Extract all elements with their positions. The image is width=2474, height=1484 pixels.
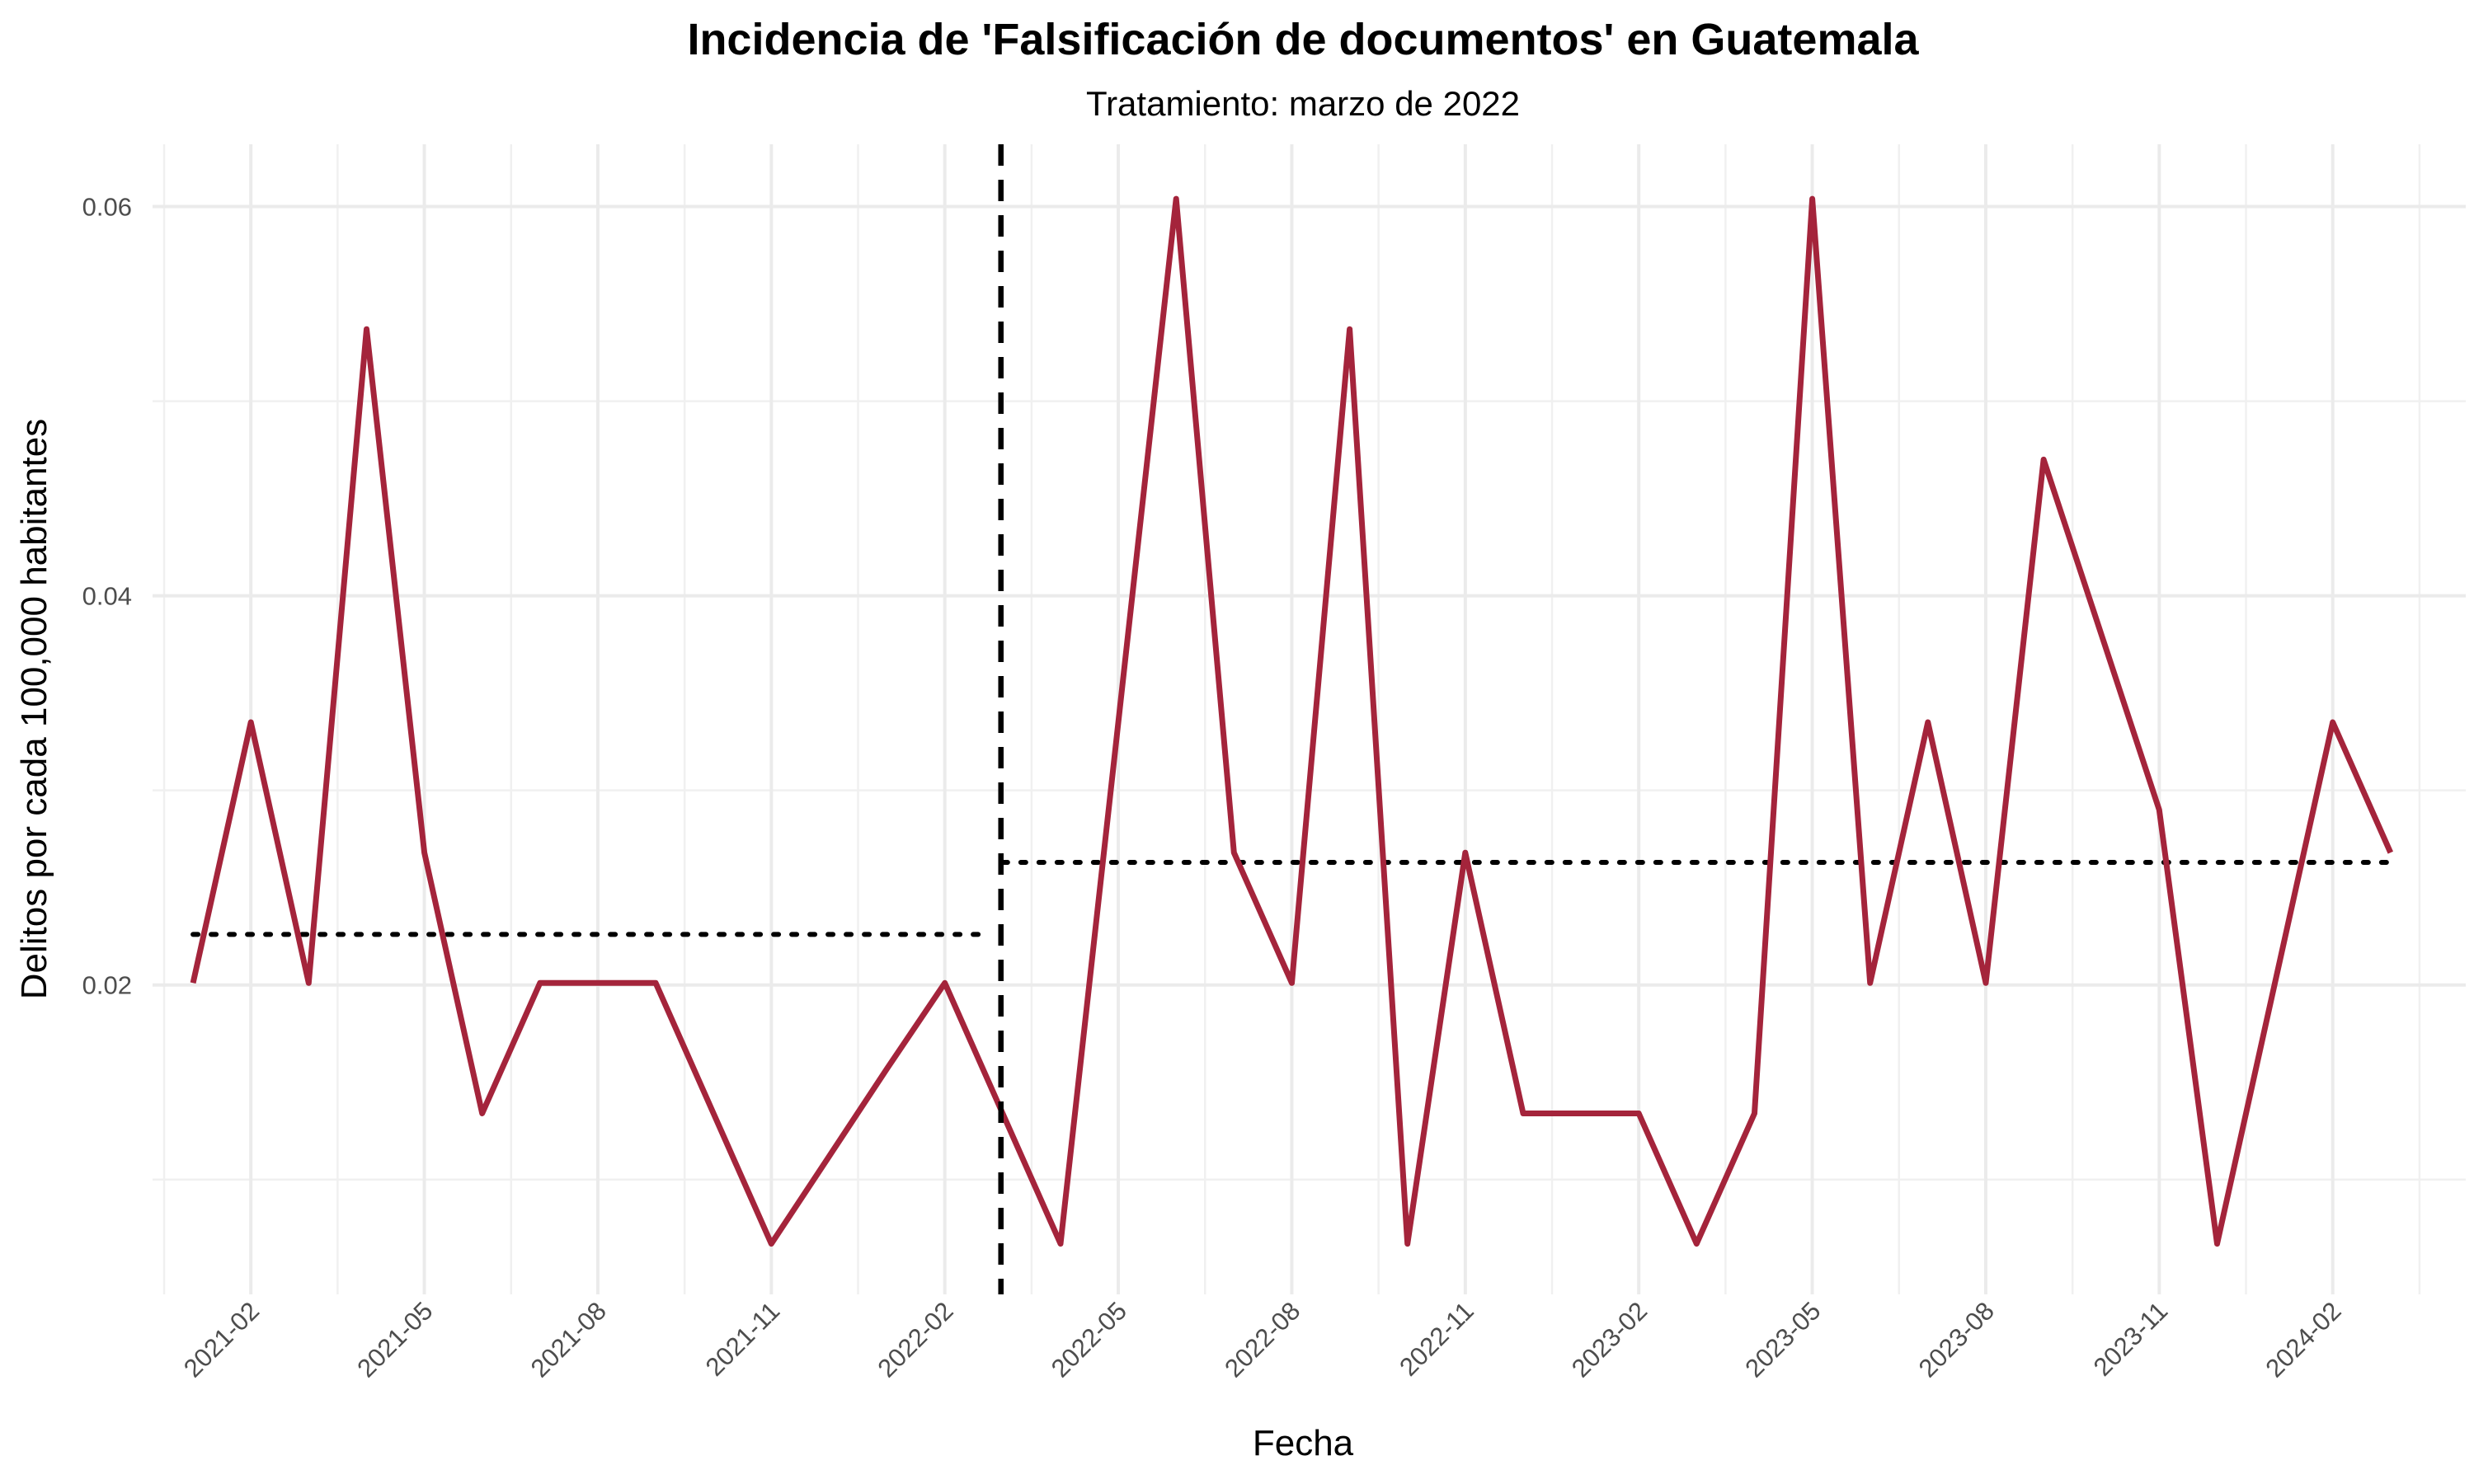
series-layer: [190, 195, 2393, 1247]
y-axis-ticks: 0.02 0.04 0.06: [82, 193, 132, 1000]
y-tick-label: 0.06: [82, 193, 132, 222]
y-axis-title: Delitos por cada 100,000 habitantes: [14, 419, 54, 1000]
x-axis-title: Fecha: [1253, 1423, 1354, 1463]
y-tick-label: 0.02: [82, 971, 132, 1000]
minor-grid: [153, 144, 2466, 1294]
major-grid: [153, 144, 2466, 1294]
mean-lines: [190, 859, 2393, 937]
chart-subtitle: Tratamiento: marzo de 2022: [1086, 84, 1520, 123]
y-tick-label: 0.04: [82, 582, 132, 611]
chart-title: Incidencia de 'Falsificación de document…: [687, 15, 1919, 64]
